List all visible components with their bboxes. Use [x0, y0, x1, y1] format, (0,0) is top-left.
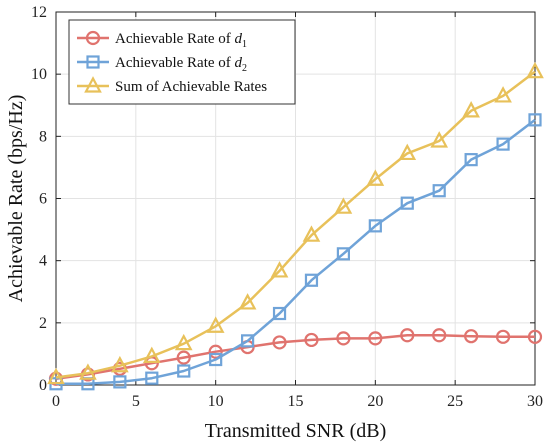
legend-item: Achievable Rate of d1	[77, 30, 247, 50]
triangle-marker	[398, 143, 417, 161]
circle-marker	[208, 344, 223, 359]
square-marker	[368, 219, 382, 233]
circle-marker	[432, 328, 447, 343]
x-tick-label: 25	[447, 393, 463, 410]
legend: Achievable Rate of d1 Achievable Rate of …	[68, 19, 296, 105]
series-line	[55, 70, 536, 379]
series-1	[48, 328, 543, 386]
triangle-marker	[270, 261, 289, 278]
triangle-marker	[334, 197, 353, 214]
y-tick-label: 8	[39, 128, 47, 145]
circle-marker	[400, 328, 415, 343]
triangle-marker	[47, 367, 65, 385]
triangle-marker	[302, 225, 321, 242]
x-tick-label: 30	[527, 393, 543, 410]
legend-item: Sum of Achievable Rates	[77, 76, 267, 95]
triangle-marker	[84, 76, 102, 93]
square-marker	[464, 153, 478, 167]
x-tick-label: 20	[367, 393, 383, 410]
triangle-marker	[430, 131, 449, 148]
legend-item: Achievable Rate of d2	[77, 55, 247, 74]
square-marker	[145, 371, 159, 385]
square-marker	[209, 352, 223, 367]
x-tick-label: 15	[288, 393, 304, 410]
triangle-marker	[142, 346, 161, 364]
circle-marker	[85, 30, 101, 46]
triangle-marker	[494, 86, 512, 103]
x-tick-label: 5	[132, 393, 140, 410]
triangle-marker	[79, 363, 97, 380]
triangle-marker	[111, 355, 129, 373]
legend-label: Sum of Achievable Rates	[115, 79, 267, 95]
legend-label: Achievable Rate of d1	[115, 31, 247, 50]
circle-marker	[336, 331, 351, 346]
triangle-marker	[238, 293, 257, 310]
triangle-marker	[366, 169, 385, 186]
square-marker	[86, 55, 100, 69]
y-tick-label: 10	[31, 66, 47, 83]
series-3	[47, 61, 544, 385]
y-tick-label: 0	[39, 377, 47, 394]
legend-label: Achievable Rate of d2	[115, 55, 247, 74]
square-marker	[432, 184, 446, 198]
square-marker	[113, 375, 127, 389]
square-marker	[177, 364, 191, 378]
circle-marker	[368, 331, 383, 346]
triangle-marker	[206, 316, 225, 333]
square-marker	[496, 137, 510, 151]
y-axis-title: Achievable Rate (bps/Hz)	[5, 95, 27, 303]
square-marker	[528, 113, 542, 127]
square-marker	[400, 196, 414, 210]
circle-marker	[176, 350, 191, 365]
y-tick-label: 12	[31, 4, 47, 21]
x-axis-title: Transmitted SNR (dB)	[205, 420, 387, 442]
series-group	[47, 61, 544, 391]
triangle-marker	[526, 61, 544, 79]
circle-marker	[495, 329, 511, 344]
triangle-marker	[174, 333, 193, 351]
x-tick-label: 10	[208, 393, 224, 410]
x-tick-label: 0	[52, 393, 60, 410]
series-2	[49, 113, 542, 391]
triangle-marker	[462, 101, 480, 118]
y-tick-label: 6	[39, 191, 47, 208]
square-marker	[304, 273, 319, 287]
axis-ticks: 0 5 10 15 20 25 30 0 2 4 6 8 10 12	[31, 4, 543, 410]
series-line	[55, 334, 535, 381]
square-marker	[336, 247, 350, 261]
circle-marker	[527, 329, 543, 344]
square-marker	[241, 334, 255, 348]
circle-marker	[464, 329, 479, 344]
circle-marker	[304, 332, 319, 348]
y-tick-label: 4	[39, 253, 47, 270]
square-marker	[272, 306, 287, 321]
y-tick-label: 2	[39, 315, 47, 332]
circle-marker	[272, 335, 287, 350]
series-line	[56, 118, 536, 386]
